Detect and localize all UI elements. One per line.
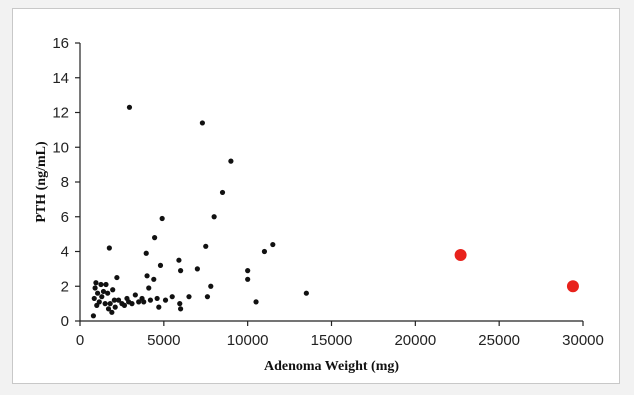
data-point [176, 257, 182, 263]
data-point [115, 297, 122, 303]
data-point [204, 294, 211, 300]
x-tick-label: 5000 [147, 332, 180, 349]
data-point [132, 292, 138, 298]
y-tick-label: 14 [52, 70, 69, 87]
data-point [159, 215, 165, 222]
data-point [105, 306, 112, 312]
y-axis-title: PTH (ng/mL) [34, 141, 49, 223]
x-tick-label: 20000 [394, 332, 436, 349]
data-point [100, 288, 107, 295]
data-point [129, 301, 135, 307]
data-point [143, 250, 149, 256]
data-point [92, 285, 98, 291]
data-point [144, 273, 150, 279]
data-point [211, 214, 217, 220]
plot-area: 0 5000 10000 15000 20000 25000 30000 0 2 4 6 8 10 12… [52, 35, 604, 349]
data-point [219, 189, 226, 196]
data-point [95, 290, 101, 296]
data-point [154, 295, 160, 302]
y-tick-label: 10 [52, 139, 69, 156]
data-point [156, 304, 162, 310]
x-tick-label: 30000 [562, 332, 604, 349]
data-point [111, 297, 117, 303]
data-point [303, 290, 309, 296]
data-point [147, 297, 154, 303]
data-point [199, 120, 205, 126]
y-tick-label: 4 [61, 244, 69, 261]
data-point [98, 281, 104, 288]
data-point [157, 262, 164, 268]
data-point [93, 280, 99, 286]
data-point [186, 294, 192, 300]
data-point [270, 241, 276, 248]
data-point [136, 299, 142, 305]
data-point [178, 306, 184, 312]
x-tick-label: 10000 [227, 332, 269, 349]
highlighted-data-point [454, 248, 467, 261]
data-point [169, 294, 175, 300]
data-point [107, 301, 113, 307]
data-point [106, 245, 112, 251]
y-tick-label: 0 [61, 313, 69, 330]
x-tick-label: 0 [76, 332, 84, 349]
highlighted-data-point [566, 280, 579, 293]
data-point [102, 301, 108, 307]
y-tick-label: 2 [61, 278, 69, 295]
x-axis-title: Adenoma Weight (mg) [264, 359, 399, 374]
x-tick-label: 15000 [311, 332, 353, 349]
data-point [91, 295, 97, 302]
data-point [126, 104, 133, 110]
data-point [228, 158, 234, 164]
data-point [245, 276, 251, 282]
data-point [141, 299, 147, 305]
data-point [110, 287, 116, 293]
data-point [245, 268, 251, 274]
data-point [151, 276, 157, 282]
x-ticks: 0 5000 10000 15000 20000 25000 30000 [76, 321, 604, 349]
x-tick-label: 25000 [478, 332, 520, 349]
data-point [261, 248, 268, 255]
data-point [208, 283, 214, 289]
data-point [203, 243, 209, 249]
data-point [96, 299, 102, 305]
data-point [112, 304, 118, 310]
data-point [105, 290, 111, 296]
data-point [253, 299, 259, 305]
data-points [90, 104, 579, 319]
data-point [114, 274, 120, 281]
y-ticks: 0 2 4 6 8 10 12 14 16 [52, 35, 80, 330]
data-point [162, 297, 169, 303]
data-point [152, 235, 158, 241]
data-point [194, 266, 200, 272]
data-point [109, 309, 115, 315]
data-point [178, 268, 184, 274]
y-tick-label: 16 [52, 35, 69, 52]
y-tick-label: 6 [61, 209, 69, 226]
data-point [177, 301, 183, 307]
y-tick-label: 12 [52, 105, 69, 122]
y-tick-label: 8 [61, 174, 69, 191]
data-point [146, 285, 152, 291]
data-point [121, 302, 128, 308]
data-point [103, 281, 109, 288]
data-point [99, 294, 105, 300]
data-point [90, 313, 97, 319]
